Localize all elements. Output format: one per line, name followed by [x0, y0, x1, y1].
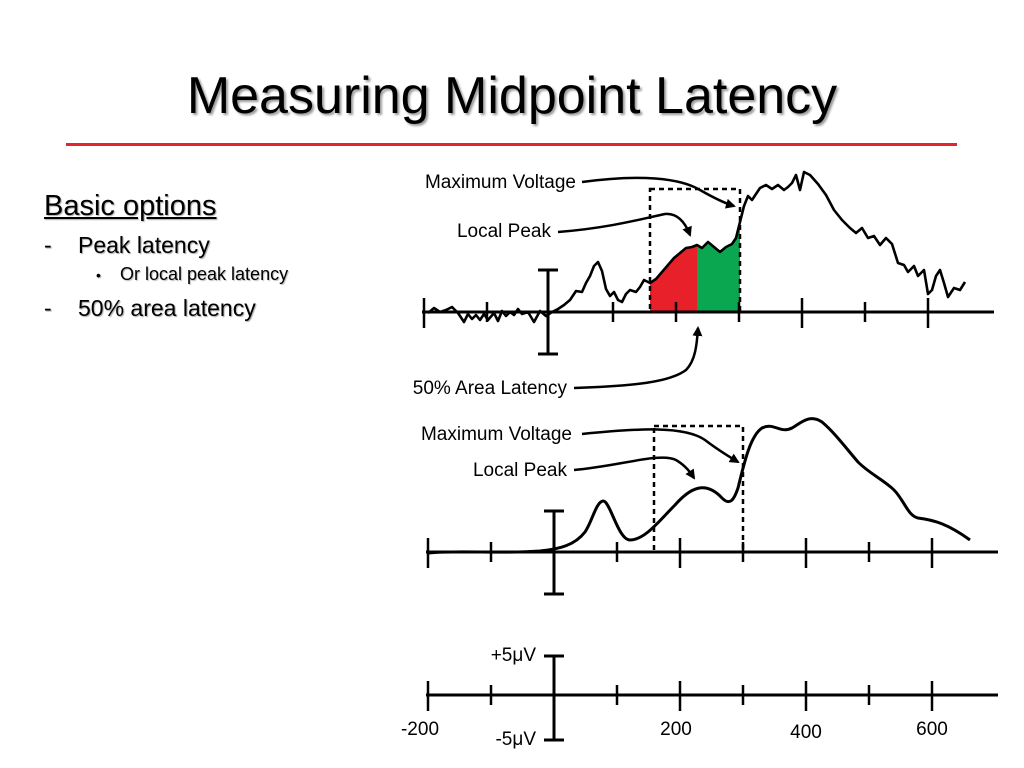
scale-panel: +5μV -5μV -200 200 400 600 — [401, 645, 998, 750]
top-panel: Maximum Voltage Local Peak 50% Area Late… — [413, 170, 994, 399]
middle-local-peak-arrow — [573, 456, 696, 480]
middle-max-voltage-label: Maximum Voltage — [421, 424, 572, 445]
y-scale-bottom-label: -5μV — [495, 729, 536, 750]
smooth-waveform — [427, 417, 971, 555]
list-marker: - — [44, 232, 52, 258]
top-max-voltage-label: Maximum Voltage — [425, 172, 576, 193]
list-item-text: Peak latency — [78, 232, 210, 258]
noisy-waveform — [427, 170, 967, 324]
sub-list-item-text: Or local peak latency — [120, 264, 289, 284]
area-latency-arrow — [573, 326, 703, 390]
area-latency-label: 50% Area Latency — [413, 378, 568, 399]
y-scale-top-label: +5μV — [491, 645, 537, 666]
outline: Basic options - Peak latency • Or local pe… — [44, 188, 288, 323]
x-tick-label: 200 — [660, 719, 692, 740]
outline-heading: Basic options — [44, 190, 217, 222]
slide-title: Measuring Midpoint Latency — [186, 67, 838, 125]
list-item: -50% area latency — [44, 293, 288, 323]
title-divider — [66, 143, 957, 146]
max-voltage-box — [648, 187, 742, 314]
middle-local-peak-label: Local Peak — [473, 460, 568, 481]
area-first-half — [650, 245, 697, 312]
x-axis-ticks — [422, 298, 930, 328]
y-scale-bar — [538, 268, 558, 356]
x-axis-ticks — [426, 681, 934, 711]
y-scale-bar — [544, 654, 564, 742]
y-scale-bar — [544, 509, 564, 596]
x-tick-label: -200 — [401, 719, 439, 740]
top-max-voltage-arrow — [581, 176, 736, 209]
x-tick-label: 600 — [916, 719, 948, 740]
sub-list-item: • Or local peak latency — [96, 262, 288, 287]
top-local-peak-arrow — [557, 212, 692, 237]
list-item: - Peak latency — [44, 230, 288, 260]
bullet-icon: • — [96, 267, 101, 283]
middle-panel: Maximum Voltage Local Peak — [421, 417, 998, 596]
area-second-half — [697, 222, 740, 312]
top-local-peak-label: Local Peak — [457, 221, 552, 242]
middle-max-voltage-arrow — [581, 428, 740, 464]
list-item-text: 50% area latency — [78, 295, 256, 321]
list-marker: - — [44, 295, 52, 321]
x-tick-label: 400 — [790, 722, 822, 743]
